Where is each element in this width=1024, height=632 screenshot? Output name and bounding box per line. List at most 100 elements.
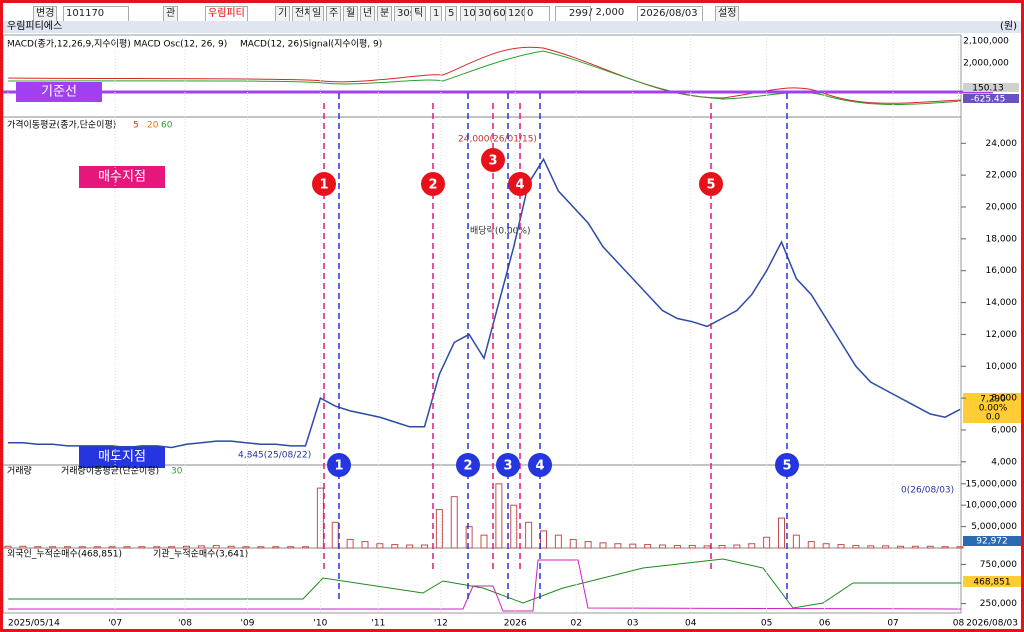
period-button[interactable]: 주 [326,6,342,22]
volume-bar [183,545,190,549]
y-tick-label: 24,000 [986,139,1018,149]
volume-bar [197,545,205,549]
volume-bar [93,546,101,549]
range-button[interactable]: 5 [445,6,458,22]
watch-button[interactable]: 관 [163,6,179,22]
volume-bar [64,546,71,549]
y-tick-label: 20,000 [986,203,1018,213]
volume-bar [510,504,518,549]
volume-bar [391,544,399,549]
y-tick-label: 22,000 [986,171,1018,181]
total-count: / 2,000 [589,7,625,18]
buy-marker [699,172,723,196]
volume-bar [257,546,265,549]
y-tick-label: 12,000 [986,330,1018,340]
volume-bar [763,536,771,549]
plot-frame [3,34,962,614]
buy-number: 5 [706,178,715,193]
price-last-box [963,393,1021,423]
macd-axis-label: 2,000,000 [963,59,1009,69]
range-button[interactable]: 1 [430,6,443,22]
signal-last-box [963,94,1019,103]
baseline-box [16,82,102,102]
x-tick-label: 2026 [504,619,527,629]
count-input[interactable]: 299 [555,6,591,22]
volume-ma-period: 30 [171,467,183,477]
buy-marker [481,148,505,172]
price-line [8,157,961,449]
volume-bar [302,546,309,549]
sell-marker [528,453,552,477]
sell-number: 1 [334,459,343,474]
volume-bar [123,546,131,549]
x-tick-label: 05 [761,619,772,629]
volume-bar [897,545,904,549]
volume-bar [168,546,176,549]
period-button[interactable]: 년 [360,6,376,22]
volume-bar [108,546,116,549]
title-bar: 우림피티에스 (원) [3,21,1021,33]
y-tick-label: 14,000 [986,298,1018,308]
stock-name: 우림피티 [205,6,248,22]
buy-marker [508,172,532,196]
volume-bar [941,546,949,549]
end-date: 2026/08/03 [966,619,1018,629]
x-tick-label: '08 [178,619,192,629]
investor-last-box [963,576,1021,587]
code-input[interactable]: 101170 [63,6,129,22]
buy-number: 2 [428,178,437,193]
buy-number: 3 [488,154,497,169]
investor-legend: 외국인_누적순매수(468,851) [7,548,122,560]
macd-legend: Signal(지수이평, 9) [303,39,382,50]
y-tick-label: 16,000 [986,266,1018,276]
x-tick-label: 08 [953,619,965,629]
volume-bar [807,541,815,549]
volume-bar [450,496,458,549]
y-tick-label: 6,000 [991,425,1017,435]
x-tick-label: 07 [887,619,898,629]
volume-note: 0(26/08/03) [901,486,954,496]
volume-bar [926,545,934,549]
buy-number: 1 [319,178,328,193]
sell-number: 2 [463,459,472,474]
high-label: 24,000(26/01/15) [458,135,537,145]
volume-bar [361,541,369,549]
x-tick-label: '11 [371,619,385,629]
period-button[interactable]: 분 [377,6,393,22]
buy-number: 4 [515,178,524,193]
signal-line [7,50,962,106]
volume-bar [837,544,845,549]
foreign-line [8,558,961,609]
volume-bar [525,521,533,549]
sell-point-label: 매도지점 [98,450,146,465]
change-button[interactable]: 변경 [33,6,58,22]
stock-full-name: 우림피티에스 [7,21,63,32]
date-input[interactable]: 2026/08/03 [637,6,703,22]
period-button[interactable]: 틱 [411,6,427,22]
y-tick-label: 10,000 [986,362,1018,372]
settings-button[interactable]: 설정 [715,6,740,22]
volume-bar [78,546,86,549]
ma-period: 5 [133,121,139,131]
volume-title: 거래량 [7,465,32,477]
volume-bar [911,545,919,549]
volume-bar [34,546,42,549]
sell-marker [456,453,480,477]
volume-bar [584,541,592,549]
volume-bar [153,546,161,549]
price-title: 가격이동평균(종가,단순이평) [7,119,116,131]
period-button[interactable]: 일 [309,6,325,22]
sell-marker [775,453,799,477]
x-tick-label: 03 [627,619,638,629]
period-button[interactable]: 월 [343,6,359,22]
volume-bar [822,543,830,549]
volume-bar [480,534,488,549]
sell-number: 4 [535,459,544,474]
period-button[interactable]: 기 [275,6,291,22]
ma-period: 60 [161,121,173,131]
offset-input[interactable]: 0 [524,6,550,22]
volume-bar [554,534,562,549]
x-tick-label: '09 [241,619,255,629]
y-tick-label: 250,000 [980,599,1017,609]
